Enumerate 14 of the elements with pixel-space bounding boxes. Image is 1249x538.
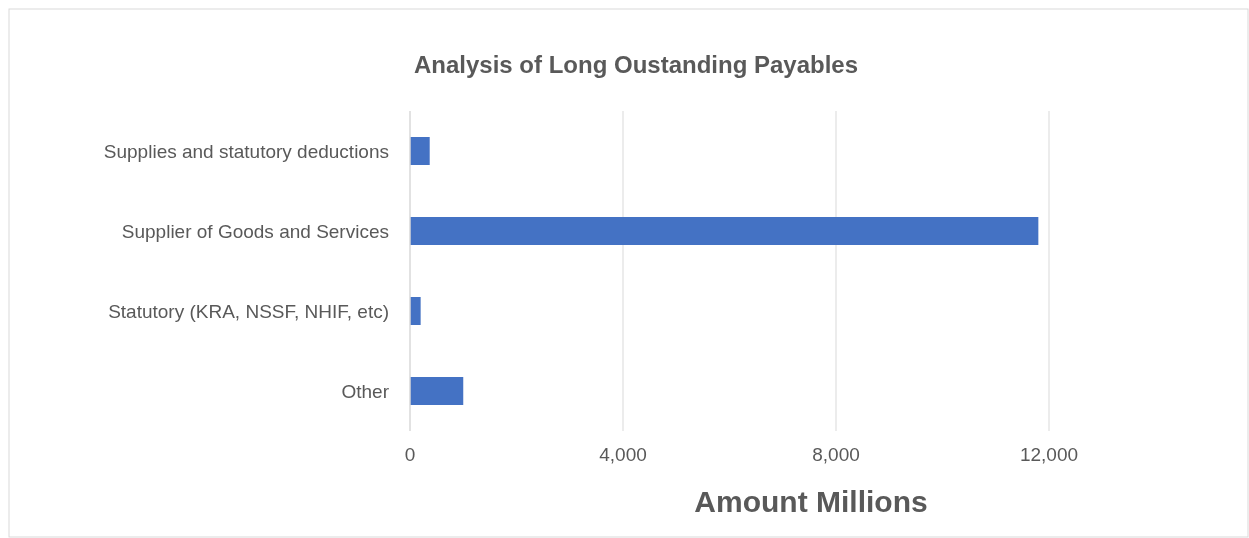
x-axis-title: Amount Millions: [694, 485, 928, 518]
x-tick-label: 12,000: [1019, 444, 1079, 465]
bar: [410, 297, 421, 325]
y-tick-label: Supplier of Goods and Services: [121, 220, 389, 242]
x-tick-label: 0: [404, 444, 416, 465]
bar: [410, 377, 464, 405]
y-tick-label: Statutory (KRA, NSSF, NHIF, etc): [108, 300, 389, 322]
y-tick-label: Other: [341, 380, 390, 402]
y-tick-label: Supplies and statutory deductions: [103, 140, 389, 162]
chart-title: Analysis of Long Oustanding Payables: [413, 51, 859, 78]
bar: [410, 217, 1039, 245]
x-tick-label: 4,000: [599, 444, 647, 465]
x-tick-label: 8,000: [812, 444, 860, 465]
bar: [410, 137, 430, 165]
